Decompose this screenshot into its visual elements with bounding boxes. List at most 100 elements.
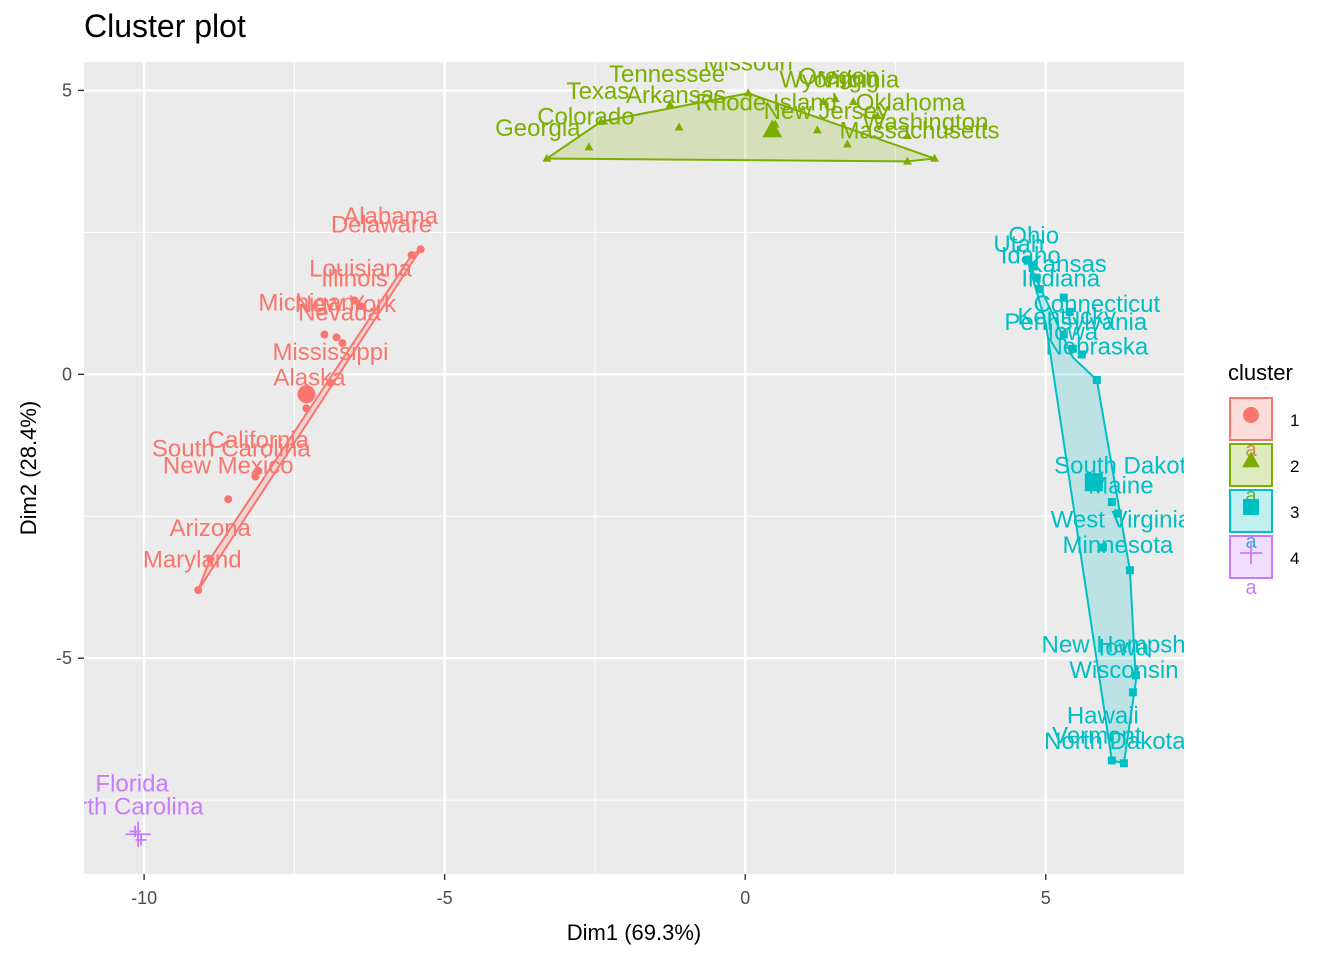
point-label: South Dakota <box>1054 453 1200 480</box>
point-3 <box>1107 498 1116 507</box>
x-tick-label: -5 <box>437 888 453 908</box>
point-label: Ohio <box>1008 223 1059 250</box>
point-3 <box>1032 273 1041 282</box>
point-label: South Carolina <box>152 436 311 463</box>
point-3 <box>1119 759 1128 768</box>
legend-marker-1 <box>1243 407 1259 423</box>
point-label: West Virginia <box>1051 507 1192 534</box>
point-3 <box>1077 350 1086 359</box>
point-3 <box>1113 509 1122 518</box>
point-label: Nebraska <box>1045 333 1148 360</box>
point-label: Kansas <box>1027 251 1107 278</box>
point-label: Arizona <box>170 515 252 542</box>
cluster-center-2 <box>762 119 783 138</box>
point-label: New Hampshire <box>1042 632 1213 659</box>
point-1 <box>224 495 233 504</box>
point-label: Texas <box>567 78 630 105</box>
point-label: Arkansas <box>626 82 726 109</box>
point-2 <box>903 131 912 140</box>
point-2 <box>818 96 828 105</box>
cluster-points <box>125 88 1140 847</box>
point-label: Oklahoma <box>856 89 966 116</box>
point-label: Kentucky <box>1017 303 1116 330</box>
point-label: Virginia <box>820 67 900 94</box>
point-2 <box>842 139 852 148</box>
point-label: Vermont <box>1052 722 1142 749</box>
point-label: Alaska <box>273 365 346 392</box>
cluster-hull-3 <box>1026 260 1137 765</box>
cluster-center-3 <box>1084 473 1103 492</box>
point-1 <box>356 302 365 311</box>
plot-panel <box>84 62 1184 874</box>
point-2 <box>930 153 939 162</box>
x-tick-label: 5 <box>1041 888 1051 908</box>
point-2 <box>584 142 594 151</box>
legend-label-1: 1 <box>1290 411 1299 430</box>
point-label: Wyoming <box>779 67 879 94</box>
point-label: California <box>208 427 310 454</box>
point-3 <box>1107 756 1116 765</box>
legend: clustera1a2a3a4 <box>1228 360 1299 599</box>
cluster-hulls <box>197 92 1137 765</box>
x-tick-label: 0 <box>740 888 750 908</box>
point-label: Delaware <box>331 211 432 238</box>
cluster-hull-2 <box>543 92 935 163</box>
point-label: Utah <box>993 231 1044 258</box>
point-2 <box>812 125 822 134</box>
point-label: Washington <box>863 109 989 136</box>
point-2 <box>665 99 675 108</box>
legend-label-4: 4 <box>1290 549 1299 568</box>
x-tick-label: -10 <box>131 888 157 908</box>
point-label: Oregon <box>798 64 878 91</box>
point-1 <box>350 296 359 305</box>
cluster-center-4 <box>125 821 151 847</box>
legend-marker-4 <box>1239 541 1263 565</box>
point-label: Tennessee <box>609 61 725 88</box>
point-3 <box>1059 293 1068 302</box>
legend-marker-2 <box>1242 451 1260 468</box>
point-label: Maryland <box>143 546 242 573</box>
point-2 <box>743 88 753 97</box>
point-label: Alabama <box>343 203 438 230</box>
point-label: Florida <box>95 771 169 798</box>
point-3 <box>1029 262 1038 271</box>
point-label: Colorado <box>537 103 634 130</box>
point-label: Hawaii <box>1067 703 1139 730</box>
point-1 <box>206 554 215 563</box>
left-margin <box>0 0 84 960</box>
point-1 <box>302 404 311 413</box>
point-2 <box>542 153 552 162</box>
right-margin <box>1184 0 1344 960</box>
point-label: Massachusetts <box>839 118 999 145</box>
point-label: Pennsylvania <box>1004 309 1147 336</box>
point-3 <box>1128 688 1137 697</box>
point-label: Indiana <box>1021 265 1100 292</box>
point-label: New Jersey <box>764 98 889 125</box>
y-tick-label: 5 <box>62 80 72 100</box>
point-label: North Dakota <box>1044 728 1186 755</box>
legend-label-3: 3 <box>1290 503 1299 522</box>
x-axis-label: Dim1 (69.3%) <box>567 920 701 945</box>
point-3 <box>1059 330 1068 339</box>
grid <box>84 62 1184 874</box>
point-label: Iowa <box>1099 634 1150 661</box>
point-label: Michigan <box>258 290 354 317</box>
point-3 <box>1098 543 1107 552</box>
point-label: Illinois <box>321 265 388 292</box>
y-axis-label: Dim2 (28.4%) <box>16 401 41 535</box>
point-label: Nevada <box>298 299 381 326</box>
point-2 <box>873 111 882 120</box>
point-label: Idaho <box>1001 243 1061 270</box>
point-1 <box>338 339 347 348</box>
y-tick-label: -5 <box>56 648 72 668</box>
point-3 <box>1131 671 1140 680</box>
cluster-center-1 <box>297 385 316 404</box>
point-3 <box>1035 285 1044 294</box>
y-tick-label: 0 <box>62 364 72 384</box>
point-2 <box>830 94 840 103</box>
point-label: Mississippi <box>272 339 388 366</box>
point-1 <box>416 245 425 254</box>
legend-marker-3 <box>1243 499 1259 515</box>
